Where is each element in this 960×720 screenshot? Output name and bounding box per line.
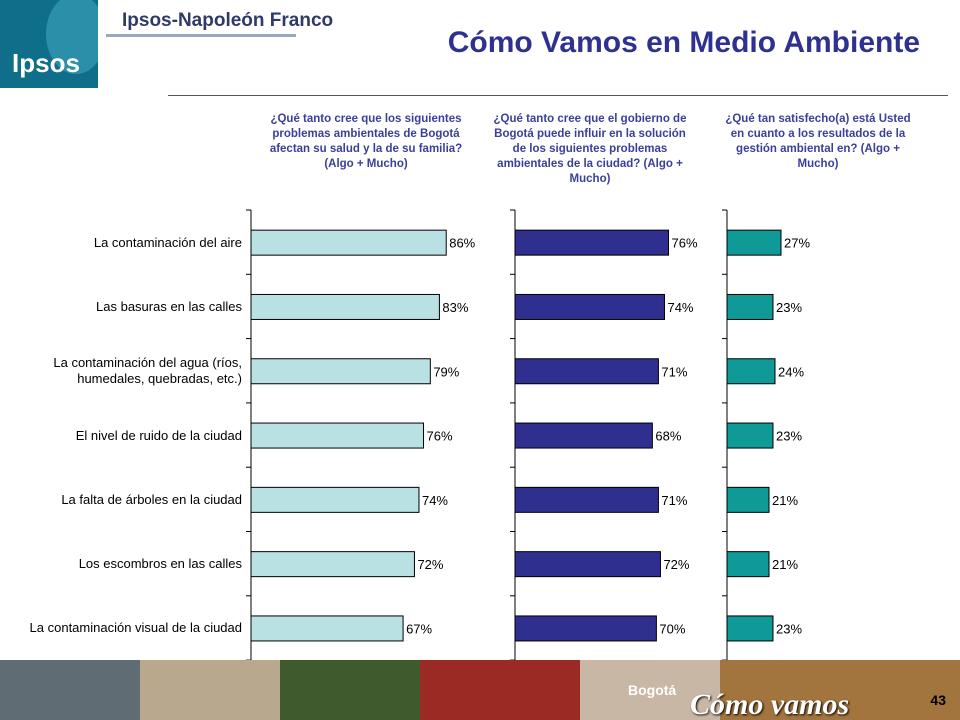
chart-1-bar [250,486,420,513]
photo-people [720,660,960,720]
chart-3-value-label: 21% [772,557,798,572]
photo-buses [420,660,580,720]
chart-2-value-label: 70% [659,621,685,636]
chart-2-bar [514,229,670,256]
chart-3-bar [726,422,774,449]
title-divider [168,95,948,96]
chart-2-value-label: 74% [667,300,693,315]
chart-2-bar [514,358,659,385]
page-title: Cómo Vamos en Medio Ambiente [447,26,920,59]
logo-text: Ipsos [12,48,80,78]
category-label: La falta de árboles en la ciudad [61,491,242,507]
page-number: 43 [930,692,946,708]
brand-underline [106,34,296,37]
chart-3-bar [726,358,776,385]
chart-2-bar [514,422,653,449]
chart-1-value-label: 72% [417,557,443,572]
photo-building [140,660,280,720]
chart-1-bar [250,358,431,385]
chart-3-value-label: 23% [776,300,802,315]
chart-2-value-label: 71% [661,364,687,379]
question-2: ¿Qué tanto cree que el gobierno de Bogot… [493,113,687,185]
chart-1-bar [250,229,447,256]
footer-brand: Cómo vamos [690,688,850,720]
chart-3-value-label: 23% [776,621,802,636]
photo-bus [580,660,720,720]
category-label: La contaminación del aire [93,234,242,250]
logo-face-icon [46,0,98,74]
chart-3-value-label: 23% [776,429,802,444]
chart-3-bar [726,615,774,642]
chart-3-bar [726,486,770,513]
chart-2-bar [514,551,661,578]
chart-3-value-label: 21% [772,493,798,508]
category-label: El nivel de ruido de la ciudad [75,427,242,443]
chart-3-value-label: 27% [784,236,810,251]
charts: 86% 83% 79% 76% 74% 72% 67% 76% 74% 71% 68% 71% 72% 7… [246,209,810,660]
chart-1-value-label: 67% [406,621,432,636]
chart-1-value-label: 79% [433,364,459,379]
chart-1-bar [250,293,440,320]
chart-3-bar [726,293,774,320]
brand-name: Ipsos-Napoleón Franco [122,10,334,31]
chart-3-bar [726,551,770,578]
chart-1-value-label: 86% [449,236,475,251]
chart-2-bar [514,615,657,642]
chart-1-bar [250,422,425,449]
question-1: ¿Qué tanto cree que los siguientes probl… [269,113,463,170]
chart-3-value-label: 24% [778,364,804,379]
chart-1-bar [250,551,415,578]
category-label: La contaminación visual de la ciudad [29,620,242,636]
category-label: Las basuras en las calles [96,298,242,314]
photo-hill [280,660,420,720]
footer-photo-strip: Bogotá Cómo vamos 43 [0,660,960,720]
category-label: Los escombros en las calles [78,556,242,572]
question-3: ¿Qué tan satisfecho(a) está Usted en cua… [725,113,911,170]
chart-2-value-label: 72% [663,557,689,572]
category-label: La contaminación del agua (ríos, humedal… [53,355,242,387]
chart-2-bar [514,293,665,320]
chart-2-value-label: 71% [661,493,687,508]
chart-2-value-label: 68% [655,429,681,444]
chart-2-bar [514,486,659,513]
chart-2-value-label: 76% [672,236,698,251]
ipsos-logo: Ipsos [0,0,98,88]
chart-1-value-label: 76% [427,429,453,444]
chart-3-bar [726,229,782,256]
chart-1-value-label: 74% [422,493,448,508]
chart-1-value-label: 83% [442,300,468,315]
footer-brand-small: Bogotá [628,682,677,698]
chart-1-bar [250,615,404,642]
photo-city [0,660,140,720]
